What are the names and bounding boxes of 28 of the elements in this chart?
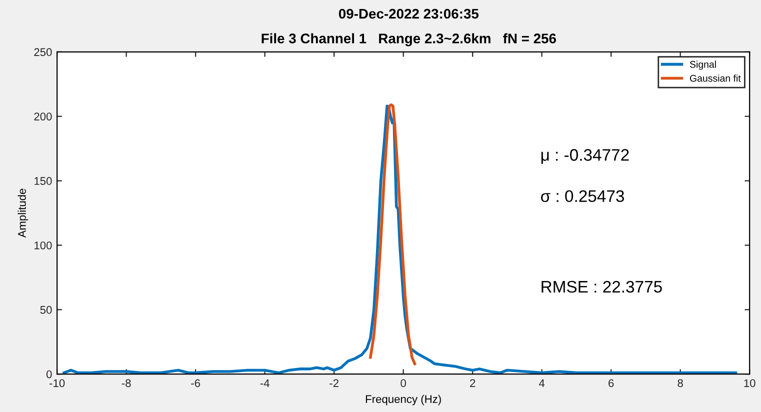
y-tick-label: 200 [34, 112, 52, 120]
x-axis-title: Frequency (Hz) [366, 394, 441, 406]
line-series [369, 103, 416, 366]
x-tick-label: 4 [539, 379, 545, 388]
y-tick-label: 150 [34, 177, 52, 185]
annotation: μ : -0.34772 [541, 149, 629, 164]
y-tick-label: 100 [34, 241, 52, 250]
x-tick-label: -4 [260, 379, 270, 388]
x-tick-label: 6 [608, 379, 614, 388]
y-tick-label: 0 [46, 370, 52, 378]
line-series [62, 104, 738, 374]
annotation: σ : 0.25473 [541, 190, 624, 202]
x-tick-label: 8 [678, 379, 683, 388]
legend-label: Signal [690, 60, 716, 70]
x-tick-label: -8 [122, 379, 131, 388]
chart-subtitle: File 3 Channel 1 Range 2.3~2.6km fN = 256 [262, 33, 556, 46]
annotation: RMSE : 22.3775 [542, 280, 662, 293]
y-tick-label: 250 [34, 48, 52, 56]
x-tick-label: 0 [400, 379, 406, 388]
x-tick-label: 2 [470, 379, 476, 388]
y-tick-label: 50 [40, 306, 52, 314]
chart-title: 09-Dec-2022 23:06:35 [338, 8, 479, 19]
x-tick-label: -10 [50, 379, 65, 388]
y-axis-title: Amplitude [18, 188, 28, 238]
x-tick-label: -6 [191, 379, 200, 388]
legend-label: Gaussian fit [690, 74, 741, 82]
x-tick-label: -2 [330, 379, 338, 388]
x-tick-label: 10 [744, 379, 756, 388]
